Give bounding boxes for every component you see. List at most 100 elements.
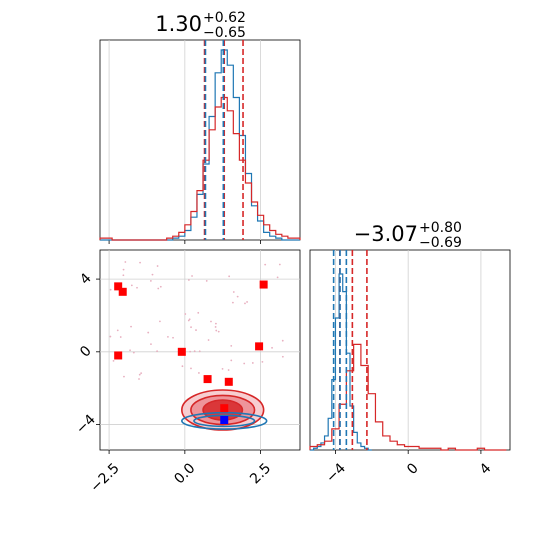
sample-point xyxy=(210,320,212,323)
sample-point xyxy=(281,355,284,358)
panel-top-left-histograms xyxy=(99,49,301,241)
sample-point xyxy=(264,263,267,266)
sample-point xyxy=(189,350,192,353)
sample-point xyxy=(122,274,125,277)
sample-point xyxy=(278,263,281,266)
panel-top-left-title-plus: +0.62 xyxy=(203,10,246,26)
sample-point xyxy=(122,268,125,271)
sample-point xyxy=(205,280,208,282)
sample-point xyxy=(232,291,235,293)
x-tick-label: −2.5 xyxy=(87,460,122,495)
panel-bottom-right: −4 0 4 −3.07 +0.80 −0.69 xyxy=(309,220,511,486)
panel-bottom-left: −2.5 0.0 2.5 −4 0 4 xyxy=(73,249,301,496)
sample-point xyxy=(139,261,141,264)
sample-point xyxy=(130,325,132,328)
panel-top-left-quantile-lines xyxy=(203,40,244,240)
sample-point xyxy=(130,284,133,287)
x-tick-label: 2.5 xyxy=(247,460,274,487)
sample-point xyxy=(156,350,159,353)
sample-point xyxy=(181,365,184,368)
marker-point-2 xyxy=(114,351,123,360)
sample-point xyxy=(159,320,161,323)
marker-point-6 xyxy=(220,404,229,413)
panel-bottom-left-x-ticks: −2.5 0.0 2.5 xyxy=(87,450,274,496)
sample-point xyxy=(215,329,218,332)
histogram-series-1 xyxy=(99,96,301,241)
sample-point xyxy=(281,339,284,342)
sample-point xyxy=(190,326,192,329)
sample-point xyxy=(230,359,233,362)
panel-top-left-grid xyxy=(108,40,262,244)
histogram-series-0 xyxy=(100,49,300,241)
sample-point xyxy=(190,367,192,370)
sample-point xyxy=(156,265,159,267)
sample-point xyxy=(244,302,246,305)
sample-point xyxy=(198,350,201,353)
sample-point xyxy=(214,326,217,328)
x-tick-label: 4 xyxy=(477,460,495,478)
y-tick-label: −4 xyxy=(73,412,99,438)
sample-point xyxy=(119,336,122,338)
sample-point xyxy=(191,275,193,277)
sample-point xyxy=(188,318,191,321)
sample-point xyxy=(187,319,190,322)
sample-point xyxy=(157,287,160,290)
sample-point xyxy=(221,367,224,370)
sample-point xyxy=(109,335,112,338)
x-tick-label: 0 xyxy=(404,460,422,478)
sample-point xyxy=(261,360,264,363)
sample-point xyxy=(140,372,143,375)
marker-point-5 xyxy=(224,377,233,386)
sample-point xyxy=(198,372,200,374)
sample-point xyxy=(149,280,152,282)
histogram-series-1 xyxy=(309,343,507,451)
sample-point xyxy=(147,331,150,334)
sample-point xyxy=(109,288,112,291)
sample-point xyxy=(138,378,140,380)
sample-point xyxy=(251,362,254,364)
marker-point-3 xyxy=(177,347,186,356)
panel-top-left-title-minus: −0.65 xyxy=(203,25,246,41)
sample-point xyxy=(193,350,196,353)
marker-point-7 xyxy=(259,280,268,289)
y-tick-label: 0 xyxy=(77,343,95,361)
panel-bottom-right-quantile-lines xyxy=(332,250,368,450)
x-tick-label: 0.0 xyxy=(171,460,198,487)
sample-point xyxy=(217,330,220,333)
panel-top-left-frame xyxy=(99,39,301,241)
sample-point xyxy=(187,279,190,281)
panel-bottom-left-markers xyxy=(114,280,268,424)
marker-point-1 xyxy=(118,287,127,296)
sample-point xyxy=(230,345,233,347)
sample-point xyxy=(159,285,162,288)
sample-point xyxy=(167,335,169,338)
sample-point xyxy=(151,273,154,276)
histogram-series-0 xyxy=(310,273,372,451)
sample-point xyxy=(246,301,248,303)
panel-bottom-left-y-ticks: −4 0 4 xyxy=(73,270,100,437)
sample-point xyxy=(172,336,174,339)
sample-point xyxy=(236,295,239,298)
sample-point xyxy=(136,286,138,289)
contour-blue-level-0 xyxy=(181,411,268,430)
sample-point xyxy=(276,276,279,279)
sample-point xyxy=(271,346,273,349)
marker-point-0 xyxy=(114,282,123,291)
sample-point xyxy=(129,349,131,352)
x-tick-label: −4 xyxy=(323,460,349,486)
sample-point xyxy=(150,343,152,346)
panel-bottom-right-title: −3.07 xyxy=(354,222,418,246)
sample-point xyxy=(132,351,135,354)
panel-bottom-right-title-minus: −0.69 xyxy=(419,235,462,251)
sample-point xyxy=(215,322,217,325)
panel-bottom-right-frame xyxy=(309,249,511,451)
sample-point xyxy=(227,369,230,371)
y-tick-label: 4 xyxy=(77,270,95,288)
sample-point xyxy=(207,339,210,341)
sample-point xyxy=(138,373,141,376)
panel-top-left-title: 1.30 xyxy=(155,12,202,36)
sample-point xyxy=(116,329,119,332)
sample-point xyxy=(228,275,231,278)
panel-bottom-right-grid xyxy=(335,250,482,450)
